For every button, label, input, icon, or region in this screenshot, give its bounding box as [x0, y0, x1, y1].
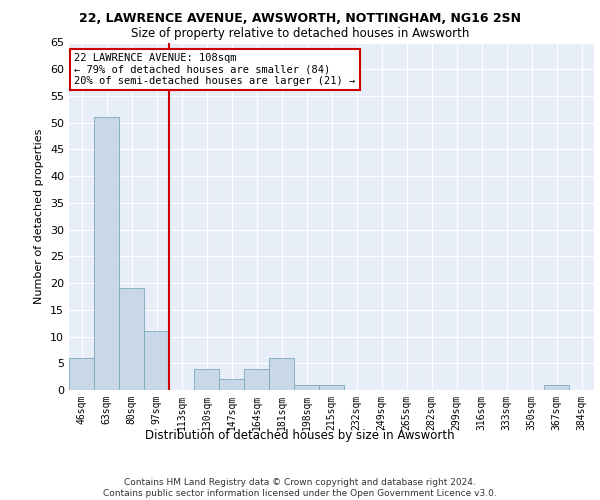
Bar	[144, 331, 169, 390]
Bar	[544, 384, 569, 390]
Bar	[69, 358, 94, 390]
Bar	[219, 380, 244, 390]
Bar	[194, 368, 219, 390]
Bar	[269, 358, 294, 390]
Text: Distribution of detached houses by size in Awsworth: Distribution of detached houses by size …	[145, 430, 455, 442]
Y-axis label: Number of detached properties: Number of detached properties	[34, 128, 44, 304]
Text: 22 LAWRENCE AVENUE: 108sqm
← 79% of detached houses are smaller (84)
20% of semi: 22 LAWRENCE AVENUE: 108sqm ← 79% of deta…	[74, 53, 355, 86]
Text: Size of property relative to detached houses in Awsworth: Size of property relative to detached ho…	[131, 28, 469, 40]
Text: 22, LAWRENCE AVENUE, AWSWORTH, NOTTINGHAM, NG16 2SN: 22, LAWRENCE AVENUE, AWSWORTH, NOTTINGHA…	[79, 12, 521, 26]
Bar	[319, 384, 344, 390]
Text: Contains HM Land Registry data © Crown copyright and database right 2024.
Contai: Contains HM Land Registry data © Crown c…	[103, 478, 497, 498]
Bar	[119, 288, 144, 390]
Bar	[94, 118, 119, 390]
Bar	[294, 384, 319, 390]
Bar	[244, 368, 269, 390]
